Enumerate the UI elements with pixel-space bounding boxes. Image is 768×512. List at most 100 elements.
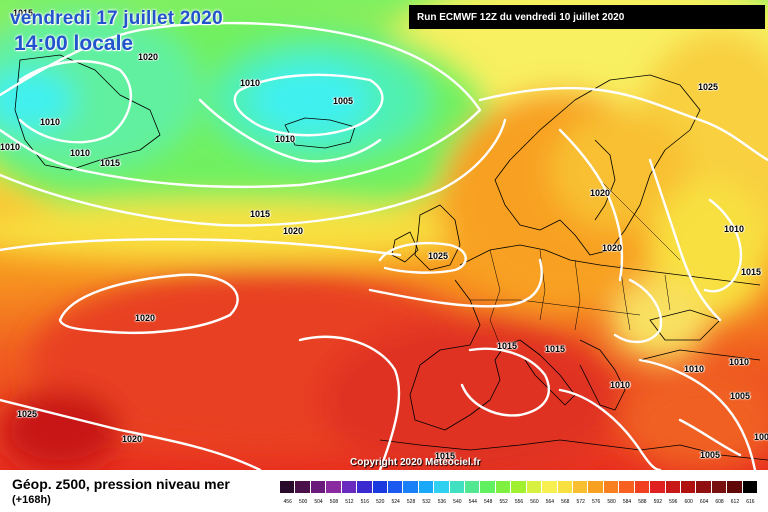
- scale-swatch: [449, 481, 466, 493]
- scale-swatch: [511, 481, 527, 493]
- isobar-label: 1010: [684, 364, 705, 374]
- isobar-label: 1015: [545, 344, 566, 354]
- scale-value-label: 564: [545, 499, 555, 505]
- isobar-label: 1025: [428, 251, 449, 261]
- scale-value-label: 548: [484, 499, 493, 505]
- scale-value-label: 592: [653, 499, 662, 505]
- scale-value-label: 556: [514, 499, 524, 505]
- scale-value-label: 576: [591, 499, 601, 505]
- scale-value-label: 560: [530, 499, 539, 505]
- isobar-label: 1020: [135, 313, 156, 323]
- scale-swatch: [526, 481, 543, 493]
- scale-swatch: [495, 481, 512, 493]
- scale-value-label: 504: [314, 499, 323, 505]
- scale-value-label: 604: [699, 499, 709, 505]
- scale-swatch: [665, 481, 681, 493]
- scale-value-label: 520: [376, 499, 385, 505]
- scale-value-label: 536: [437, 499, 447, 505]
- legend-title: Géop. z500, pression niveau mer: [12, 476, 230, 492]
- run-info-text: Run ECMWF 12Z du vendredi 10 juillet 202…: [417, 11, 625, 23]
- scale-swatch: [542, 481, 558, 493]
- scale-swatch: [295, 481, 311, 493]
- isobar-label: 1015: [497, 341, 518, 351]
- scale-swatch: [588, 481, 604, 493]
- scale-swatch: [573, 481, 589, 493]
- scale-value-label: 456: [283, 499, 292, 505]
- isobar-label: 1010: [0, 142, 21, 152]
- isobar-label: 1020: [602, 243, 623, 253]
- scale-value-label: 580: [607, 499, 616, 505]
- isobar-label: 1020: [122, 434, 143, 444]
- scale-swatch: [696, 481, 712, 493]
- run-info-banner: Run ECMWF 12Z du vendredi 10 juillet 202…: [409, 5, 765, 29]
- forecast-date: vendredi 17 juillet 2020: [10, 8, 223, 29]
- scale-swatch: [434, 481, 450, 493]
- scale-value-label: 572: [576, 499, 585, 505]
- scale-value-label: 500: [298, 499, 308, 505]
- scale-swatch: [634, 481, 651, 493]
- scale-value-label: 528: [406, 499, 416, 505]
- isobar-label: 1020: [138, 52, 159, 62]
- scale-swatch: [372, 481, 388, 493]
- isobar-label: 1025: [698, 82, 719, 92]
- isobar-label: 1015: [100, 158, 121, 168]
- isobar-label: 1010: [610, 380, 631, 390]
- scale-swatch: [480, 481, 496, 493]
- scale-value-label: 616: [746, 499, 755, 505]
- copyright-notice: Copyright 2020 Meteociel.fr: [350, 457, 481, 468]
- isobar-label: 1010: [240, 78, 261, 88]
- isobar-label: 1020: [283, 226, 304, 236]
- map-canvas: [0, 0, 768, 470]
- scale-value-label: 524: [391, 499, 400, 505]
- isobar-label: 1025: [17, 409, 38, 419]
- isobar-label: 1005: [730, 391, 751, 401]
- scale-value-label: 532: [422, 499, 431, 505]
- scale-swatch: [341, 481, 358, 493]
- scale-swatch: [357, 481, 373, 493]
- scale-value-label: 516: [360, 499, 369, 505]
- scale-swatch: [650, 481, 666, 493]
- scale-swatch: [403, 481, 419, 493]
- scale-swatch: [680, 481, 697, 493]
- scale-swatch: [387, 481, 404, 493]
- scale-value-label: 540: [453, 499, 462, 505]
- scale-value-label: 544: [468, 499, 477, 505]
- isobar-label: 1015: [250, 209, 271, 219]
- color-scale-labels: 456 500 504 508 512 516 520 524 528 532 536 540 544 5…: [280, 499, 758, 511]
- isobar-label: 1015: [435, 451, 456, 461]
- isobar-label: 1010: [40, 117, 61, 127]
- scale-swatch: [418, 481, 435, 493]
- isobar-label: 1020: [590, 188, 611, 198]
- color-scale: [280, 481, 759, 498]
- scale-swatch: [711, 481, 728, 493]
- weather-map: [0, 0, 768, 470]
- isobars: [0, 21, 768, 470]
- scale-value-label: 608: [715, 499, 724, 505]
- isobar-label: 1010: [729, 357, 750, 367]
- scale-value-label: 568: [561, 499, 570, 505]
- scale-value-label: 512: [345, 499, 354, 505]
- scale-value-label: 552: [499, 499, 508, 505]
- isobar-label: 1015: [13, 8, 34, 18]
- scale-swatch: [727, 481, 743, 493]
- height-field-blobs: [0, 0, 768, 470]
- isobar-label: 1000: [754, 432, 768, 442]
- isobar-label: 1010: [70, 148, 91, 158]
- scale-value-label: 600: [684, 499, 693, 505]
- isobar-label: 1005: [700, 450, 721, 460]
- scale-swatch: [742, 481, 759, 493]
- legend-bar: Géop. z500, pression niveau mer (+168h) …: [0, 470, 768, 512]
- scale-value-label: 588: [638, 499, 647, 505]
- isobar-label: 1010: [275, 134, 296, 144]
- scale-swatch: [310, 481, 327, 493]
- scale-swatch: [603, 481, 620, 493]
- isobar-label: 1015: [741, 267, 762, 277]
- scale-value-label: 584: [622, 499, 632, 505]
- scale-swatch: [326, 481, 342, 493]
- scale-swatch: [619, 481, 635, 493]
- forecast-time: 14:00 locale: [14, 32, 134, 55]
- isobar-label: 1005: [333, 96, 354, 106]
- scale-swatch: [465, 481, 481, 493]
- scale-value-label: 508: [329, 499, 339, 505]
- scale-swatch: [557, 481, 574, 493]
